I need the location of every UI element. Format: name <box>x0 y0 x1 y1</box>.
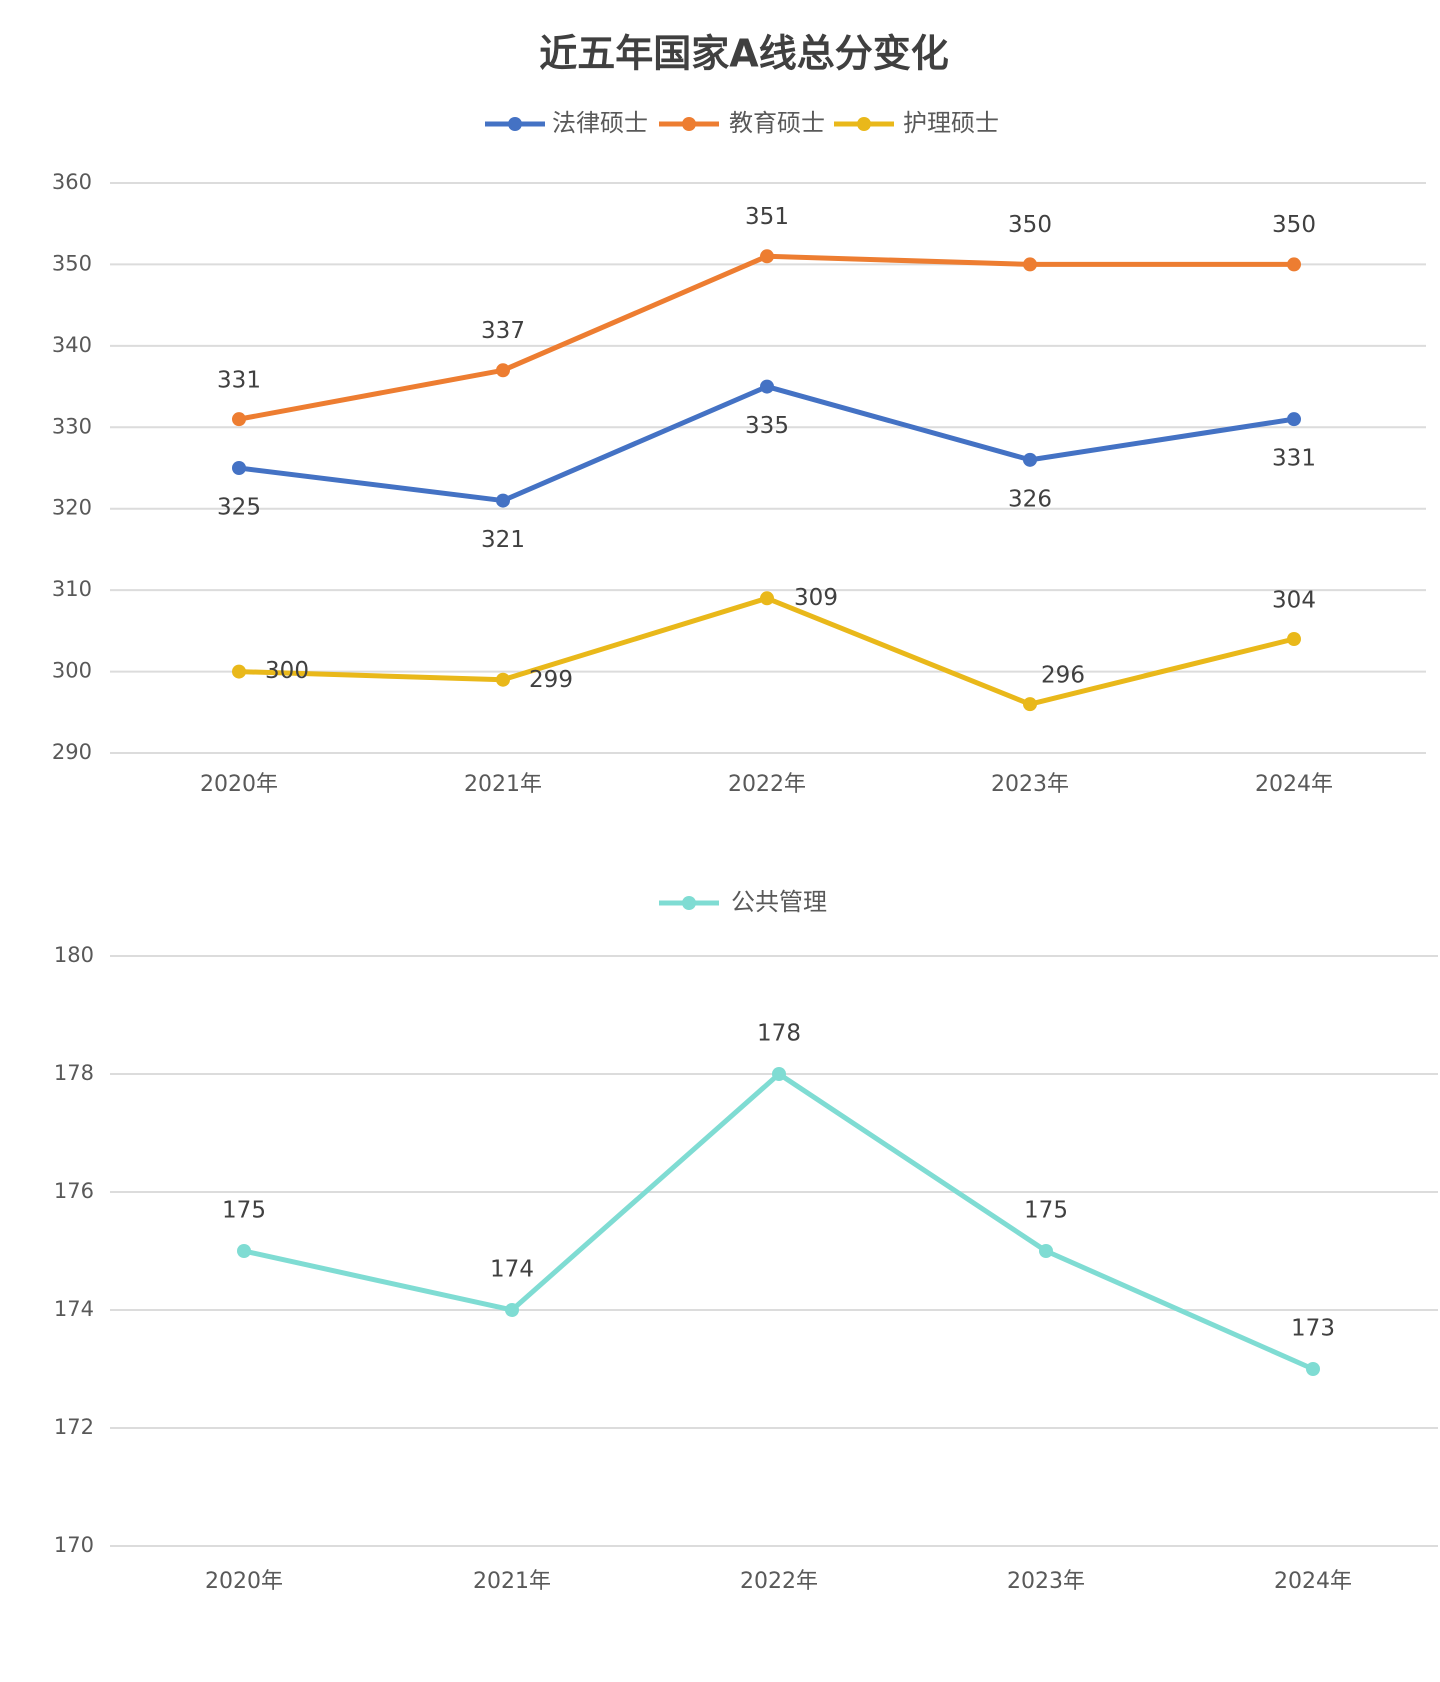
y-tick-label: 174 <box>54 1297 94 1321</box>
legend-label: 教育硕士 <box>729 109 825 137</box>
x-tick-label: 2024年 <box>1255 772 1333 797</box>
y-tick-label: 310 <box>52 577 92 601</box>
data-label: 174 <box>490 1257 534 1283</box>
data-point <box>1287 412 1301 427</box>
data-point <box>760 379 774 394</box>
data-point <box>1287 257 1301 272</box>
data-point <box>772 1067 786 1081</box>
data-label: 325 <box>217 495 261 521</box>
y-tick-label: 360 <box>52 170 92 194</box>
x-tick-label: 2020年 <box>205 1569 283 1594</box>
series-line <box>238 253 1294 422</box>
y-tick-label: 350 <box>52 251 92 275</box>
data-label: 299 <box>529 667 573 693</box>
x-tick-label: 2022年 <box>728 772 806 797</box>
y-tick-label: 180 <box>54 943 94 967</box>
data-point <box>1023 257 1037 272</box>
y-tick-label: 330 <box>52 414 92 438</box>
data-label: 351 <box>745 204 789 230</box>
data-point <box>496 493 510 508</box>
data-label: 304 <box>1272 588 1316 614</box>
data-point <box>760 591 774 606</box>
data-point <box>232 461 246 475</box>
y-tick-label: 290 <box>52 740 92 764</box>
legend-label: 护理硕士 <box>903 109 999 137</box>
x-tick-label: 2021年 <box>464 772 542 797</box>
data-point <box>232 412 246 427</box>
y-tick-label: 176 <box>54 1179 94 1203</box>
data-label: 337 <box>481 318 525 344</box>
data-label: 309 <box>794 585 838 611</box>
y-tick-label: 170 <box>54 1533 94 1557</box>
y-tick-label: 178 <box>54 1061 94 1085</box>
y-tick-label: 172 <box>54 1415 94 1439</box>
data-point <box>496 363 510 378</box>
y-tick-label: 340 <box>52 333 92 357</box>
legend-marker <box>682 117 696 131</box>
legend-label: 法律硕士 <box>552 109 648 137</box>
chart-title: 近五年国家A线总分变化 <box>539 32 948 76</box>
data-label: 350 <box>1272 212 1316 238</box>
x-tick-label: 2023年 <box>991 772 1069 797</box>
y-tick-label: 300 <box>52 659 92 683</box>
x-tick-label: 2024年 <box>1274 1569 1352 1594</box>
data-point <box>496 672 510 687</box>
data-label: 326 <box>1008 486 1052 512</box>
data-label: 335 <box>745 413 789 439</box>
data-label: 175 <box>1024 1198 1068 1224</box>
data-label: 173 <box>1291 1316 1335 1342</box>
x-tick-label: 2023年 <box>1007 1569 1085 1594</box>
data-point <box>1023 697 1037 712</box>
data-point <box>1306 1362 1320 1376</box>
data-point <box>237 1244 251 1258</box>
legend-marker <box>857 117 871 131</box>
data-label: 300 <box>265 658 309 684</box>
x-tick-label: 2022年 <box>740 1569 818 1594</box>
data-label: 350 <box>1008 212 1052 238</box>
data-label: 321 <box>481 527 525 553</box>
x-tick-label: 2021年 <box>473 1569 551 1594</box>
data-point <box>232 664 246 679</box>
y-tick-label: 320 <box>52 496 92 520</box>
data-point <box>1287 632 1301 646</box>
legend-label: 公共管理 <box>731 888 827 916</box>
legend-marker <box>682 896 696 910</box>
data-label: 296 <box>1041 663 1085 689</box>
series-line <box>243 1071 1315 1372</box>
data-point <box>1023 452 1037 467</box>
data-point <box>1039 1244 1053 1258</box>
series-line <box>238 384 1295 504</box>
data-point <box>760 249 774 264</box>
series-line <box>238 595 1295 707</box>
x-tick-label: 2020年 <box>200 772 278 797</box>
data-label: 331 <box>217 368 261 394</box>
data-label: 331 <box>1272 446 1316 472</box>
legend-marker <box>508 117 522 131</box>
data-label: 178 <box>757 1021 801 1047</box>
data-point <box>505 1303 519 1317</box>
data-label: 175 <box>222 1198 266 1224</box>
